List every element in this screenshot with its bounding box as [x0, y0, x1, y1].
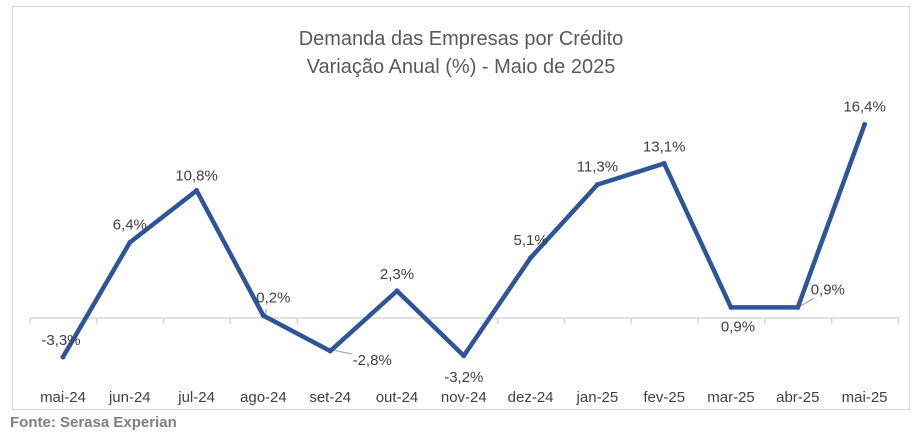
data-point [661, 160, 667, 166]
x-tick-label: jan-25 [576, 389, 619, 406]
data-label: 0,9% [811, 281, 845, 298]
data-point [728, 304, 734, 310]
data-label: 16,4% [843, 98, 886, 115]
data-point [528, 255, 534, 261]
data-label: -2,8% [353, 352, 392, 369]
data-point [862, 121, 868, 127]
data-point [594, 182, 600, 188]
label-leader-line [332, 349, 353, 355]
data-label: 11,3% [577, 159, 618, 176]
data-label: 13,1% [643, 138, 686, 155]
data-point [394, 288, 400, 294]
source-note: Fonte: Serasa Experian [10, 414, 177, 431]
data-label: -3,3% [41, 332, 80, 349]
data-label: 5,1% [513, 232, 547, 249]
x-tick-label: nov-24 [441, 389, 487, 406]
x-tick-label: mar-25 [707, 389, 755, 406]
data-point [461, 353, 467, 359]
data-label: 6,4% [113, 216, 147, 233]
x-tick-label: fev-25 [643, 389, 685, 406]
x-tick-labels: mai-24 jun-24 jul-24 ago-24 set-24 out-24 nov-… [40, 389, 887, 406]
data-label: -3,2% [444, 369, 483, 386]
data-label: 0,2% [256, 290, 290, 307]
x-tick-label: set-24 [309, 389, 351, 406]
x-tick-label: jul-24 [177, 389, 215, 406]
data-point [260, 313, 266, 319]
data-label: 0,9% [721, 318, 755, 335]
x-tick-label: mai-25 [842, 389, 888, 406]
x-tick-label: out-24 [376, 389, 419, 406]
chart-frame [12, 6, 910, 410]
chart-title: Demanda das Empresas por Crédito [299, 28, 624, 50]
data-point [194, 188, 200, 194]
data-point [127, 239, 133, 245]
data-labels: -3,3% 6,4% 10,8% 0,2% -2,8% 2,3% -3,2% 5,1% 11,3… [41, 98, 885, 385]
label-leader-line [264, 308, 267, 315]
x-tick-label: ago-24 [240, 389, 287, 406]
x-tick-label: mai-24 [40, 389, 86, 406]
data-point [795, 304, 801, 310]
x-tick-label: abr-25 [776, 389, 819, 406]
data-label: 10,8% [175, 168, 218, 185]
x-tick-label: dez-24 [508, 389, 554, 406]
label-leader-line [799, 297, 815, 307]
label-leaders [264, 297, 815, 355]
data-point [60, 354, 66, 360]
chart-subtitle: Variação Anual (%) - Maio de 2025 [307, 56, 616, 78]
data-point [327, 348, 333, 354]
x-tick-label: jun-24 [108, 389, 151, 406]
data-label: 2,3% [380, 266, 414, 283]
x-axis [29, 317, 900, 324]
series-line-layer [60, 121, 868, 360]
